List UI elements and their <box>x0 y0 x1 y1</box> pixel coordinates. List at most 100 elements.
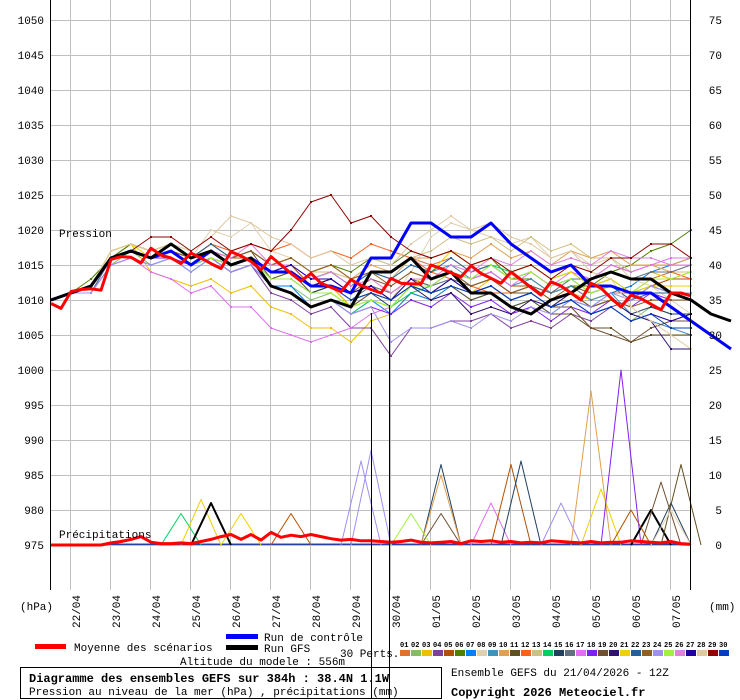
member-point <box>630 271 632 273</box>
right-tick-label: 40 <box>709 261 722 273</box>
member-point <box>670 257 672 259</box>
mean-pressure-line <box>50 246 692 312</box>
x-tick-label: 24/04 <box>152 595 164 628</box>
left-unit: (hPa) <box>20 602 53 614</box>
right-tick-label: 45 <box>709 226 722 238</box>
member-legend-swatch <box>455 650 465 656</box>
member-legend-swatch <box>653 650 663 656</box>
member-point <box>490 313 492 315</box>
precip-spike-19 <box>420 513 462 546</box>
member-legend-number: 20 <box>609 642 617 650</box>
member-point <box>130 243 132 245</box>
member-point <box>470 285 472 287</box>
member-point <box>330 194 332 196</box>
member-point <box>290 229 292 231</box>
member-point <box>650 320 652 322</box>
member-legend-number: 14 <box>543 642 551 650</box>
copyright: Copyright 2026 Meteociel.fr <box>451 686 645 700</box>
member-point <box>670 313 672 315</box>
member-point <box>250 222 252 224</box>
member-point <box>350 285 352 287</box>
precip-label: Précipitations <box>59 530 151 542</box>
x-tick-label: 23/04 <box>112 595 124 628</box>
member-point <box>150 271 152 273</box>
member-point <box>310 292 312 294</box>
member-point <box>670 271 672 273</box>
member-point <box>370 243 372 245</box>
right-tick-label: 15 <box>709 436 722 448</box>
legend-control-label: Run de contrôle <box>264 633 363 645</box>
left-tick-label: 995 <box>24 401 44 413</box>
member-point <box>610 327 612 329</box>
member-point <box>410 243 412 245</box>
member-point <box>490 264 492 266</box>
member-point <box>590 306 592 308</box>
member-point <box>650 250 652 252</box>
member-point <box>590 271 592 273</box>
member-point <box>530 320 532 322</box>
member-legend-swatch <box>664 650 674 656</box>
member-legend-swatch <box>422 650 432 656</box>
gfs-line <box>50 242 732 323</box>
left-tick-label: 1030 <box>18 156 44 168</box>
member-legend-number: 12 <box>521 642 529 650</box>
member-point <box>170 236 172 238</box>
member-point <box>510 299 512 301</box>
member-point <box>390 355 392 357</box>
member-legend-swatch <box>697 650 707 656</box>
member-point <box>510 313 512 315</box>
x-tick-label: 07/05 <box>672 595 684 628</box>
member-point <box>670 334 672 336</box>
member-point <box>370 299 372 301</box>
member-point <box>90 292 92 294</box>
right-tick-label: 70 <box>709 51 722 63</box>
member-point <box>570 278 572 280</box>
member-point <box>470 278 472 280</box>
member-point <box>430 250 432 252</box>
member-legend-swatch <box>686 650 696 656</box>
member-point <box>490 285 492 287</box>
member-point <box>410 327 412 329</box>
member-point <box>610 334 612 336</box>
member-point <box>270 264 272 266</box>
member-legend-number: 09 <box>488 642 496 650</box>
member-legend-swatch <box>587 650 597 656</box>
member-point <box>410 299 412 301</box>
member-legend-number: 27 <box>686 642 694 650</box>
member-point <box>270 292 272 294</box>
altitude-label: Altitude du modele : 556m <box>180 657 345 669</box>
member-point <box>630 257 632 259</box>
member-point <box>410 278 412 280</box>
member-point <box>310 257 312 259</box>
member-point <box>210 236 212 238</box>
member-point <box>610 257 612 259</box>
member-point <box>590 313 592 315</box>
precip-spike-21 <box>580 488 622 546</box>
member-point <box>350 271 352 273</box>
member-point <box>410 250 412 252</box>
member-point <box>150 236 152 238</box>
right-tick-label: 35 <box>709 296 722 308</box>
member-point <box>190 285 192 287</box>
left-tick-label: 1025 <box>18 191 44 203</box>
member-point <box>330 271 332 273</box>
member-point <box>550 264 552 266</box>
member-point <box>390 285 392 287</box>
member-point <box>390 341 392 343</box>
member-legend-swatch <box>521 650 531 656</box>
x-tick-label: 02/05 <box>472 595 484 628</box>
member-point <box>670 285 672 287</box>
member-point <box>290 313 292 315</box>
member-legend-swatch <box>708 650 718 656</box>
right-tick-label: 5 <box>715 506 722 518</box>
member-point <box>490 299 492 301</box>
member-legend-number: 07 <box>466 642 474 650</box>
member-point <box>230 292 232 294</box>
member-point <box>250 250 252 252</box>
right-tick-label: 75 <box>709 16 722 28</box>
member-legend-swatch <box>642 650 652 656</box>
member-point <box>650 334 652 336</box>
member-point <box>150 264 152 266</box>
member-point <box>270 250 272 252</box>
member-point <box>450 285 452 287</box>
